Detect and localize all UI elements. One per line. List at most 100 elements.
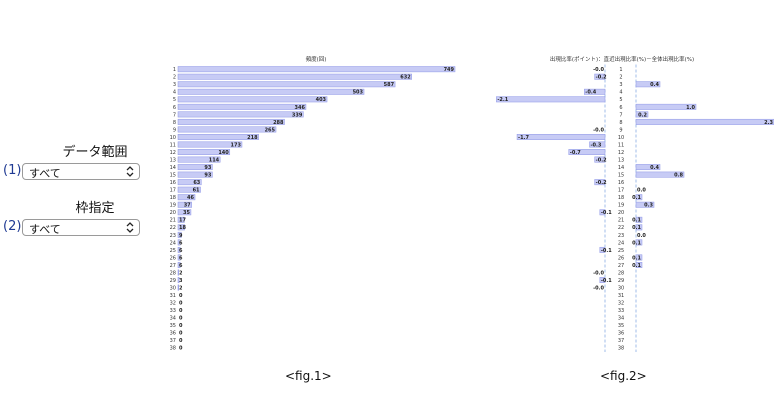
data-range-select[interactable]: すべて (22, 163, 140, 180)
data-label: 2.3 (764, 120, 773, 126)
data-range-number: (1) (3, 163, 22, 178)
bar (496, 96, 606, 103)
data-label: -0.3 (590, 142, 601, 148)
bar (635, 111, 649, 118)
tick-label: 1 (173, 67, 176, 73)
tick-label: 5 (173, 97, 176, 103)
data-label: -0.0 (593, 270, 604, 276)
data-label: 0.4 (650, 82, 659, 88)
tick-label: 18 (170, 195, 176, 201)
data-label: 265 (265, 127, 276, 133)
tick-label: 23 (618, 233, 624, 239)
tick-label: 9 (173, 127, 176, 133)
data-label: 0 (179, 316, 183, 322)
tick-label: 12 (618, 150, 624, 156)
bar (594, 179, 606, 186)
data-label: 0.1 (632, 263, 641, 269)
data-label: 0 (179, 301, 183, 307)
data-label: 93 (204, 173, 211, 179)
bar (177, 254, 181, 261)
data-label: 403 (316, 97, 327, 103)
appearance-ratio-chart: 出現比率(ポイント)：直近出現比率(%)－全体出現比率(%) 1 -0.0 2 -0.… (496, 55, 774, 352)
tick-label: 9 (619, 127, 622, 133)
data-label: 2 (179, 285, 183, 291)
data-label: 93 (204, 165, 211, 171)
chart-title: 頻度(回) (306, 55, 327, 63)
bar (177, 262, 181, 268)
data-label: 0.4 (650, 165, 659, 171)
bar (177, 96, 328, 103)
bar (177, 239, 181, 246)
tick-label: 26 (170, 255, 176, 261)
data-label: 6 (179, 255, 183, 261)
bar (516, 134, 606, 140)
bar (177, 231, 182, 238)
data-label: 17 (179, 218, 186, 224)
bar (635, 201, 655, 208)
data-range-title: データ範囲 (62, 145, 128, 160)
bar (177, 141, 243, 148)
tick-label: 17 (170, 188, 176, 194)
tick-label: 16 (170, 180, 176, 186)
data-label: 0 (179, 293, 183, 299)
tick-label: 29 (618, 278, 624, 284)
bar (177, 164, 213, 171)
bar (635, 216, 643, 223)
tick-label: 24 (618, 240, 624, 246)
tick-label: 28 (618, 270, 624, 276)
frame-select[interactable]: すべて (22, 219, 140, 236)
tick-label: 33 (170, 308, 176, 314)
data-label: 0.1 (632, 255, 641, 261)
bar (177, 66, 456, 73)
tick-label: 10 (170, 135, 176, 141)
bar (635, 118, 774, 125)
bar (177, 156, 221, 163)
tick-label: 37 (170, 338, 176, 344)
bar (177, 269, 179, 276)
data-label: -0.2 (596, 180, 607, 186)
data-label: 0.0 (637, 188, 646, 194)
tick-label: 16 (618, 180, 624, 186)
bar (594, 156, 606, 163)
bar (177, 111, 304, 118)
data-range-select-value: すべて (29, 167, 61, 180)
tick-label: 20 (618, 210, 624, 216)
bar (177, 73, 412, 80)
data-label: -0.1 (601, 278, 612, 284)
tick-label: 22 (170, 225, 176, 231)
data-label: 0.2 (638, 112, 647, 118)
data-label: 0 (179, 338, 183, 344)
data-label: 218 (247, 135, 258, 141)
bar (177, 284, 179, 291)
data-label: -0.7 (570, 150, 581, 156)
bar (177, 246, 181, 253)
data-label: 63 (193, 180, 200, 186)
data-label: -0.2 (596, 75, 607, 81)
bar (177, 201, 192, 208)
tick-label: 7 (173, 112, 176, 118)
tick-label: 3 (619, 82, 622, 88)
tick-label: 6 (619, 105, 622, 111)
data-label: -0.1 (601, 248, 612, 254)
data-label: 0.0 (637, 233, 646, 239)
data-label: 9 (179, 233, 183, 239)
figure-caption-2: <fig.2> (600, 369, 647, 383)
data-label: 346 (295, 105, 306, 111)
bar (568, 149, 606, 155)
tick-label: 1 (619, 67, 622, 73)
chevron-updown-icon (126, 166, 134, 177)
bar (177, 277, 180, 283)
tick-label: 2 (619, 75, 622, 81)
bar (635, 239, 643, 246)
bar (635, 164, 661, 171)
tick-label: 21 (170, 218, 176, 224)
tick-label: 32 (170, 301, 176, 307)
bar (177, 194, 196, 201)
data-label: 140 (218, 150, 229, 156)
tick-label: 14 (618, 165, 624, 171)
data-label: 0.1 (632, 225, 641, 231)
tick-label: 38 (618, 346, 624, 352)
tick-label: 19 (618, 203, 624, 209)
data-label: 0.8 (674, 173, 683, 179)
figure-caption-1: <fig.1> (285, 369, 332, 383)
